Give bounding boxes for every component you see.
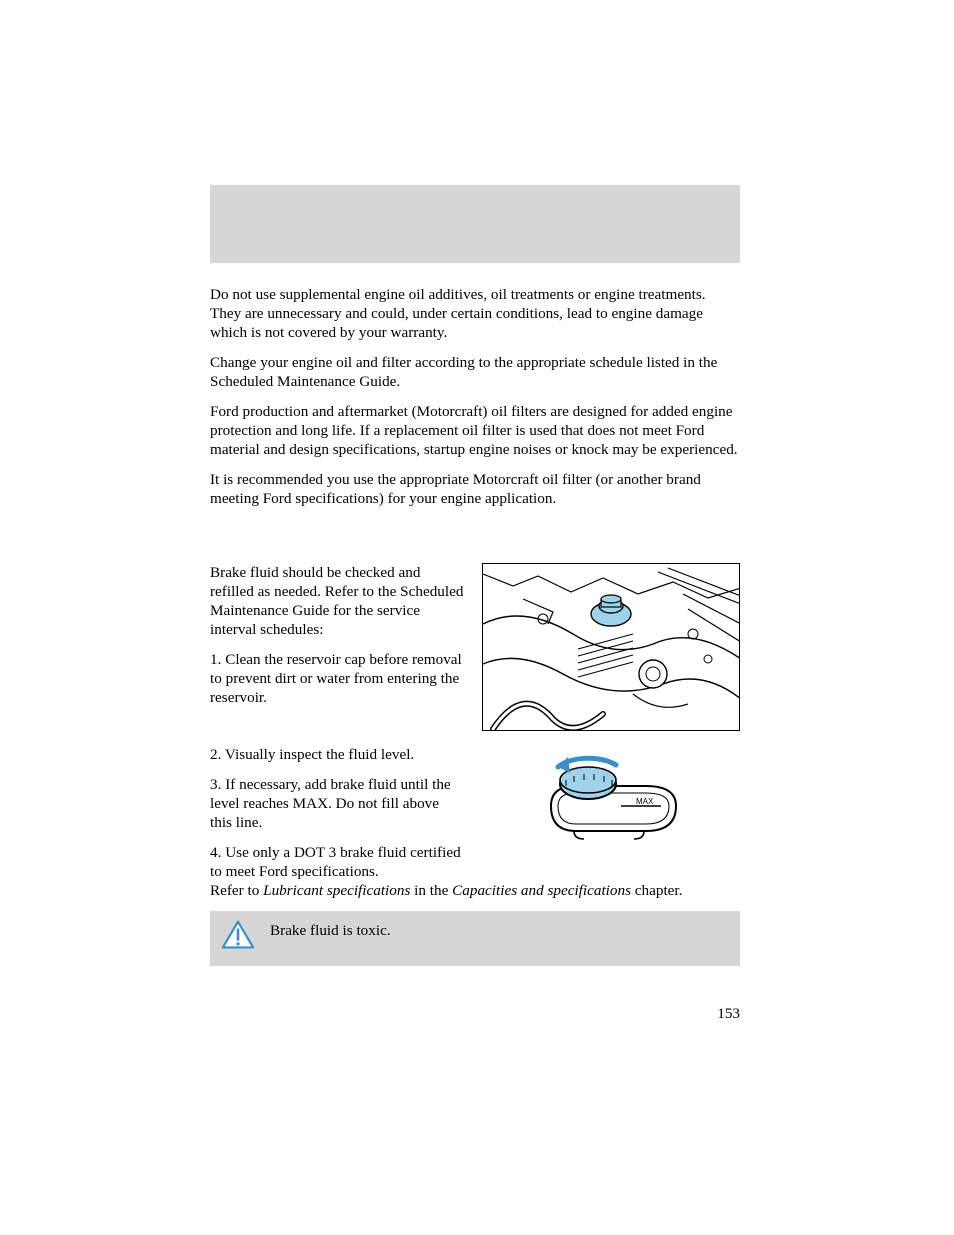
- section-gap: [210, 519, 740, 563]
- warning-box: Brake fluid is toxic.: [210, 911, 740, 966]
- paragraph-brake-step2: 2. Visually inspect the fluid level.: [210, 745, 464, 764]
- page-number: 153: [717, 1005, 740, 1023]
- figure-brake-reservoir: MAX: [482, 745, 740, 862]
- refer-prefix: Refer to: [210, 882, 263, 899]
- refer-italic-1: Lubricant specifications: [263, 882, 410, 899]
- refer-mid: in the: [410, 882, 452, 899]
- row-brake-steps: 2. Visually inspect the fluid level. 3. …: [210, 745, 740, 881]
- refer-italic-2: Capacities and specifications: [452, 882, 631, 899]
- warning-text: Brake fluid is toxic.: [270, 919, 391, 940]
- warning-triangle-icon: [220, 919, 256, 956]
- document-page: Do not use supplemental engine oil addit…: [210, 185, 740, 966]
- paragraph-brake-intro: Brake fluid should be checked and refill…: [210, 563, 464, 639]
- paragraph-oil-filters: Ford production and aftermarket (Motorcr…: [210, 402, 740, 459]
- spacer: [210, 731, 740, 745]
- reservoir-max-label: MAX: [636, 797, 654, 806]
- paragraph-refer: Refer to Lubricant specifications in the…: [210, 881, 740, 900]
- paragraph-brake-step3: 3. If necessary, add brake fluid until t…: [210, 775, 464, 832]
- row-brake-intro: Brake fluid should be checked and refill…: [210, 563, 740, 731]
- engine-brake-reservoir-highlight: [591, 595, 631, 626]
- paragraph-brake-step1: 1. Clean the reservoir cap before remova…: [210, 650, 464, 707]
- figure-engine-compartment: [482, 563, 740, 731]
- paragraph-oil-change: Change your engine oil and filter accord…: [210, 353, 740, 391]
- refer-suffix: chapter.: [631, 882, 682, 899]
- paragraph-oil-recommend: It is recommended you use the appropriat…: [210, 470, 740, 508]
- paragraph-oil-additives: Do not use supplemental engine oil addit…: [210, 285, 740, 342]
- header-band: [210, 185, 740, 263]
- paragraph-brake-step4: 4. Use only a DOT 3 brake fluid certifie…: [210, 843, 464, 881]
